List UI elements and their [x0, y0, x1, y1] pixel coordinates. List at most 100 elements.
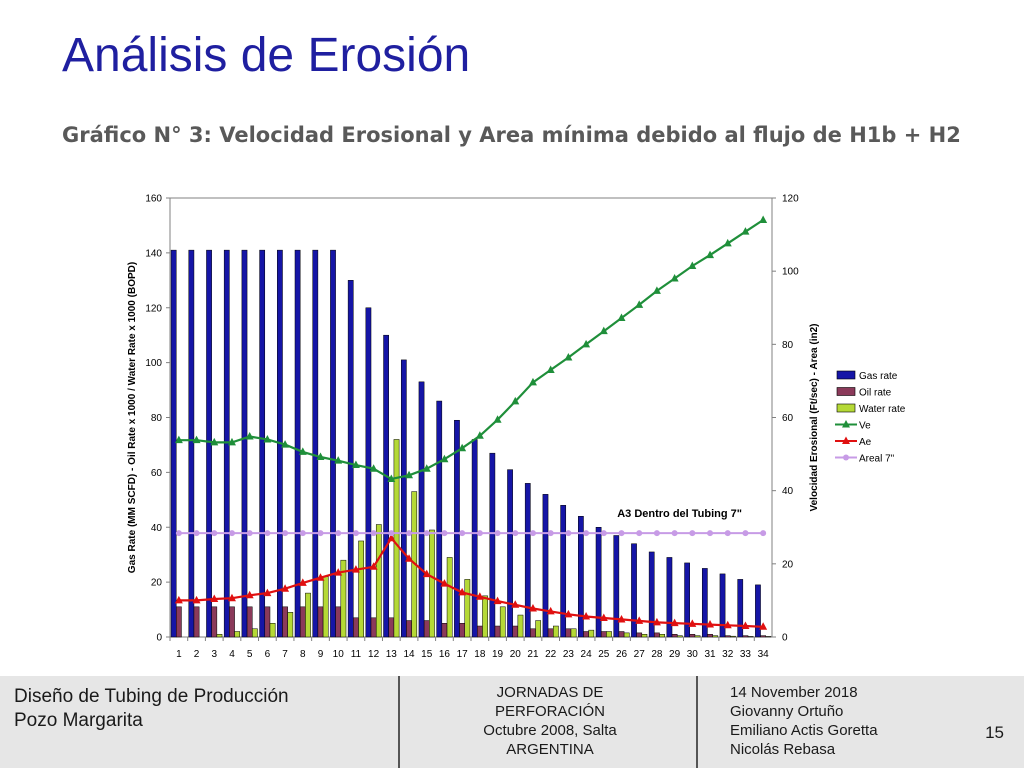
bar-gas-rate: [648, 551, 655, 638]
point-areal-7-: [299, 530, 306, 537]
point-areal-7-: [459, 530, 466, 537]
point-ae: [227, 593, 236, 602]
bar-oil-rate: [423, 620, 430, 638]
footer-author: Giovanny Ortuño: [730, 703, 844, 720]
point-ae: [387, 533, 396, 542]
y2-tick-label: 100: [782, 267, 799, 278]
bar-water-rate: [712, 635, 719, 638]
footer-event: JORNADAS DE PERFORACIÓN Octubre 2008, Sa…: [440, 683, 660, 759]
bar-oil-rate: [671, 634, 678, 638]
footer-left-line: Pozo Margarita: [14, 710, 143, 731]
x-tick-label: 27: [634, 649, 646, 660]
point-ae: [281, 584, 290, 592]
point-ve: [316, 452, 325, 461]
legend-marker-ae: [842, 436, 850, 444]
bar-oil-rate: [512, 625, 519, 638]
bar-oil-rate: [760, 635, 766, 638]
point-areal-7-: [352, 530, 359, 537]
point-ve: [351, 460, 360, 469]
point-ae: [440, 579, 449, 587]
x-tick-label: 32: [722, 649, 734, 660]
point-ve: [599, 326, 608, 335]
legend-marker-areal-7-: [843, 454, 849, 461]
point-areal-7-: [760, 530, 767, 537]
footer-presentation-title: Diseño de Tubing de Producción Pozo Marg…: [14, 685, 289, 733]
bar-oil-rate: [636, 632, 643, 638]
bar-gas-rate: [507, 469, 513, 638]
y2-tick-label: 60: [782, 413, 794, 424]
bar-gas-rate: [755, 584, 761, 638]
bar-water-rate: [676, 635, 683, 638]
bar-oil-rate: [742, 635, 749, 638]
bar-water-rate: [340, 559, 347, 638]
legend-label-areal-7-: Areal 7": [859, 454, 895, 465]
bar-oil-rate: [565, 628, 572, 638]
point-ae: [405, 554, 414, 562]
bar-water-rate: [535, 620, 542, 638]
y-tick-label: 160: [145, 194, 162, 205]
bar-water-rate: [393, 439, 400, 638]
bar-gas-rate: [701, 568, 708, 638]
point-ae: [582, 612, 591, 620]
bar-water-rate: [269, 623, 276, 638]
legend-label-gas-rate: Gas rate: [859, 371, 898, 382]
bar-oil-rate: [494, 625, 501, 638]
y2-tick-label: 20: [782, 559, 794, 570]
point-areal-7-: [175, 530, 182, 537]
y2-tick-label: 80: [782, 340, 794, 351]
x-tick-label: 14: [403, 649, 415, 660]
page-number: 15: [985, 723, 1004, 742]
point-areal-7-: [211, 530, 218, 537]
point-areal-7-: [193, 530, 200, 537]
y-tick-label: 20: [151, 578, 163, 589]
x-tick-label: 4: [229, 649, 235, 660]
x-tick-label: 2: [194, 649, 200, 660]
point-ve: [245, 432, 254, 440]
bar-water-rate: [375, 524, 382, 638]
point-ae: [723, 620, 732, 629]
point-ve: [546, 365, 555, 373]
bar-oil-rate: [299, 606, 306, 638]
point-ve: [564, 353, 573, 361]
point-ae: [369, 562, 378, 570]
x-tick-label: 18: [474, 649, 486, 660]
bar-water-rate: [322, 576, 329, 638]
point-areal-7-: [653, 530, 660, 537]
y2-tick-label: 40: [782, 486, 794, 497]
bar-water-rate: [305, 592, 311, 638]
bar-water-rate: [234, 631, 241, 638]
bar-gas-rate: [542, 494, 549, 638]
point-ae: [688, 619, 697, 627]
point-areal-7-: [228, 530, 235, 537]
bar-water-rate: [287, 612, 294, 638]
bar-gas-rate: [206, 249, 212, 638]
point-areal-7-: [583, 530, 590, 537]
x-tick-label: 8: [300, 649, 306, 660]
point-ve: [174, 435, 183, 444]
x-tick-label: 6: [265, 649, 271, 660]
bar-gas-rate: [400, 359, 407, 638]
point-ae: [599, 613, 608, 621]
y-tick-label: 80: [151, 413, 163, 424]
point-areal-7-: [335, 530, 342, 537]
footer-left-line: Diseño de Tubing de Producción: [14, 686, 289, 707]
point-ve: [688, 261, 697, 270]
y-tick-label: 100: [145, 358, 162, 369]
chart-annotation: A3 Dentro del Tubing 7": [617, 508, 742, 520]
point-areal-7-: [671, 530, 678, 537]
point-ae: [546, 606, 555, 615]
point-ve: [582, 339, 591, 348]
bar-gas-rate: [241, 249, 248, 638]
point-ve: [759, 215, 768, 223]
bar-water-rate: [446, 557, 453, 638]
bar-oil-rate: [370, 617, 377, 638]
point-ve: [227, 437, 236, 446]
bar-water-rate: [553, 625, 559, 638]
point-ae: [316, 573, 325, 581]
point-ve: [334, 456, 343, 464]
point-ae: [564, 609, 573, 618]
footer-bar: [0, 676, 1024, 768]
point-ae: [210, 594, 219, 602]
x-tick-label: 23: [563, 649, 575, 660]
